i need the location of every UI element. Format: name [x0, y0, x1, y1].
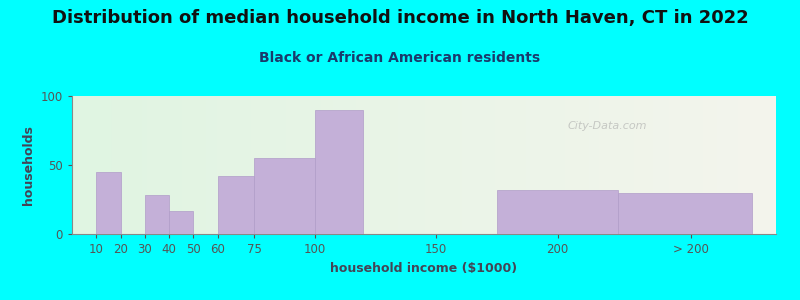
Text: City-Data.com: City-Data.com: [567, 122, 646, 131]
Bar: [254, 158, 314, 234]
Y-axis label: households: households: [22, 125, 35, 205]
Bar: [497, 190, 618, 234]
Bar: [218, 176, 254, 234]
Bar: [96, 172, 121, 234]
Bar: [169, 211, 194, 234]
Text: Black or African American residents: Black or African American residents: [259, 51, 541, 65]
Bar: [145, 195, 169, 234]
Text: Distribution of median household income in North Haven, CT in 2022: Distribution of median household income …: [52, 9, 748, 27]
Bar: [618, 193, 752, 234]
Bar: [314, 110, 363, 234]
X-axis label: household income ($1000): household income ($1000): [330, 262, 518, 275]
